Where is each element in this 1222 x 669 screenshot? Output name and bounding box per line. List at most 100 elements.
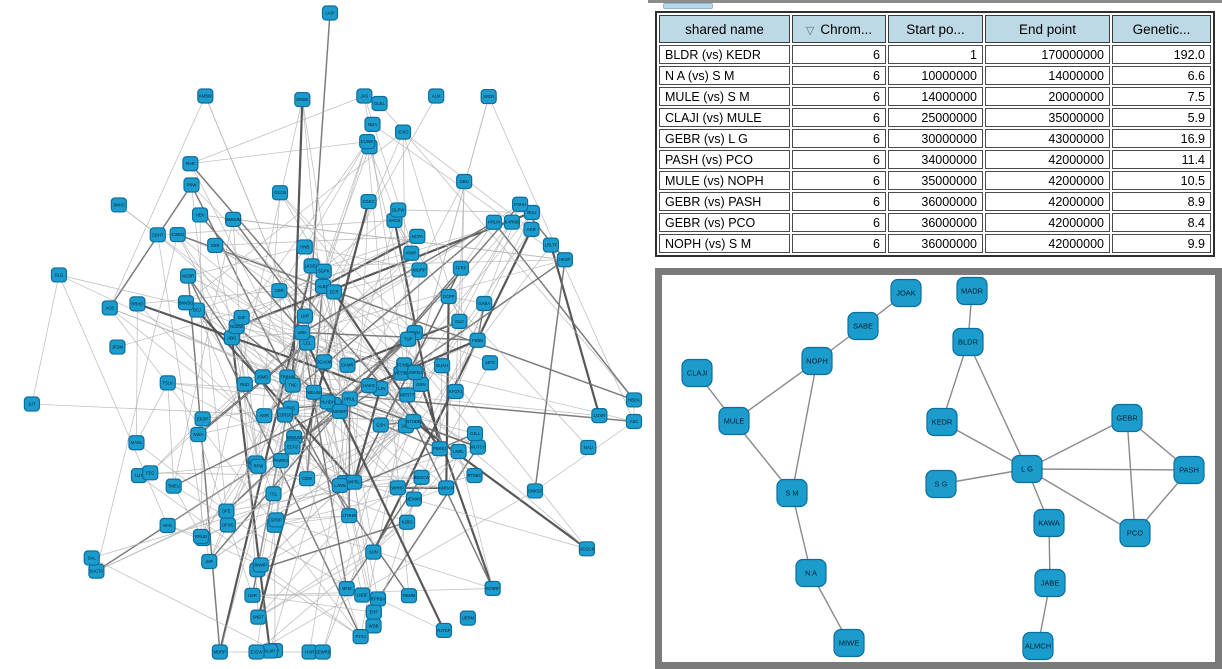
network-edge[interactable] — [302, 331, 478, 342]
table-cell[interactable]: 16.9 — [1112, 129, 1211, 148]
network-edge[interactable] — [187, 275, 303, 333]
table-cell[interactable]: 6 — [792, 66, 886, 85]
network-edge[interactable] — [458, 451, 494, 589]
network-node[interactable] — [1119, 518, 1151, 548]
table-cell[interactable]: 6 — [792, 150, 886, 169]
network-edge[interactable] — [231, 209, 399, 339]
network-node[interactable] — [925, 469, 957, 499]
network-edge-NOPH-SM[interactable] — [791, 360, 818, 494]
network-node[interactable] — [316, 354, 333, 370]
table-cell[interactable]: 10.5 — [1112, 171, 1211, 190]
network-edge[interactable] — [258, 551, 374, 618]
network-edge-LG-PCO[interactable] — [1026, 468, 1136, 534]
table-cell[interactable]: 6 — [792, 129, 886, 148]
network-edge[interactable] — [379, 103, 635, 401]
table-cell[interactable]: 30000000 — [888, 129, 983, 148]
network-edge[interactable] — [306, 12, 331, 344]
network-edge[interactable] — [301, 332, 363, 596]
network-node[interactable] — [433, 358, 451, 374]
network-node[interactable] — [403, 245, 420, 261]
table-cell[interactable]: PASH (vs) PCO — [659, 150, 790, 169]
network-node[interactable] — [250, 609, 267, 625]
network-edge[interactable] — [306, 342, 341, 486]
network-node[interactable] — [580, 439, 597, 456]
table-cell[interactable]: 5.9 — [1112, 108, 1211, 127]
network-edge[interactable] — [96, 421, 414, 572]
network-edge[interactable] — [257, 201, 370, 618]
network-node[interactable] — [128, 435, 145, 451]
table-cell[interactable]: 6.6 — [1112, 66, 1211, 85]
network-edge[interactable] — [353, 476, 422, 483]
network-node[interactable] — [276, 407, 294, 423]
network-edge[interactable] — [257, 521, 408, 571]
network-node[interactable] — [354, 587, 371, 603]
network-node[interactable] — [159, 517, 176, 534]
table-cell[interactable]: 6 — [792, 45, 886, 64]
network-edge[interactable] — [279, 192, 476, 434]
network-edge[interactable] — [397, 212, 533, 488]
network-node[interactable] — [294, 91, 311, 108]
network-edge[interactable] — [455, 181, 465, 392]
network-edge[interactable] — [136, 442, 227, 512]
network-node[interactable] — [183, 177, 200, 193]
table-cell[interactable]: BLDR (vs) KEDR — [659, 45, 790, 64]
network-edge[interactable] — [215, 245, 335, 293]
network-node[interactable] — [331, 403, 348, 419]
network-node[interactable] — [466, 467, 483, 484]
network-node[interactable] — [1011, 454, 1043, 484]
table-cell[interactable]: 42000000 — [985, 234, 1110, 253]
network-edge[interactable] — [304, 246, 420, 271]
table-cell[interactable]: 9.9 — [1112, 234, 1211, 253]
network-node[interactable] — [523, 221, 540, 237]
network-node[interactable] — [271, 185, 289, 201]
network-edge[interactable] — [301, 332, 348, 589]
network-edge[interactable] — [256, 551, 374, 653]
network-edge[interactable] — [344, 398, 351, 483]
network-edge[interactable] — [191, 184, 475, 476]
network-edge[interactable] — [173, 485, 363, 596]
network-node[interactable] — [452, 260, 470, 276]
network-edge[interactable] — [138, 475, 361, 637]
network-edge[interactable] — [31, 274, 60, 405]
table-cell[interactable]: GEBR (vs) L G — [659, 129, 790, 148]
network-edge[interactable] — [191, 184, 227, 512]
network-edge[interactable] — [276, 519, 493, 589]
network-edge[interactable] — [202, 99, 303, 539]
network-node[interactable] — [341, 391, 358, 407]
network-edge[interactable] — [322, 421, 414, 653]
network-edge[interactable] — [177, 234, 233, 339]
network-node[interactable] — [372, 417, 389, 433]
network-edge[interactable] — [349, 203, 521, 400]
network-edge[interactable] — [448, 296, 589, 448]
network-node[interactable] — [447, 383, 464, 400]
network-edge[interactable] — [117, 286, 324, 348]
network-node[interactable] — [591, 408, 608, 424]
table-row[interactable]: CLAJI (vs) MULE 6 25000000 35000000 5.9 — [659, 108, 1211, 127]
network-edge[interactable] — [258, 521, 408, 618]
network-edge[interactable] — [401, 212, 533, 374]
network-edge[interactable] — [204, 95, 308, 344]
network-node[interactable] — [718, 406, 750, 436]
network-node[interactable] — [399, 387, 416, 403]
network-node[interactable] — [248, 644, 265, 660]
network-node[interactable] — [523, 204, 541, 221]
network-node[interactable] — [109, 339, 126, 355]
network-edge[interactable] — [549, 244, 601, 416]
network-edge[interactable] — [293, 342, 308, 438]
network-node[interactable] — [50, 267, 68, 283]
network-edge[interactable] — [302, 259, 566, 333]
network-edge[interactable] — [185, 302, 325, 363]
network-node[interactable] — [956, 276, 988, 306]
network-node[interactable] — [394, 124, 412, 140]
network-edge[interactable] — [377, 598, 445, 631]
table-cell[interactable]: 36000000 — [888, 192, 983, 211]
network-edge[interactable] — [260, 446, 479, 566]
network-node[interactable] — [159, 375, 176, 391]
table-cell[interactable]: 6 — [792, 108, 886, 127]
network-edge[interactable] — [137, 290, 280, 305]
network-edge[interactable] — [196, 309, 246, 385]
table-cell[interactable]: 1 — [888, 45, 983, 64]
network-node[interactable] — [165, 478, 182, 494]
table-cell[interactable]: CLAJI (vs) MULE — [659, 108, 790, 127]
table-cell[interactable]: GEBR (vs) PASH — [659, 192, 790, 211]
